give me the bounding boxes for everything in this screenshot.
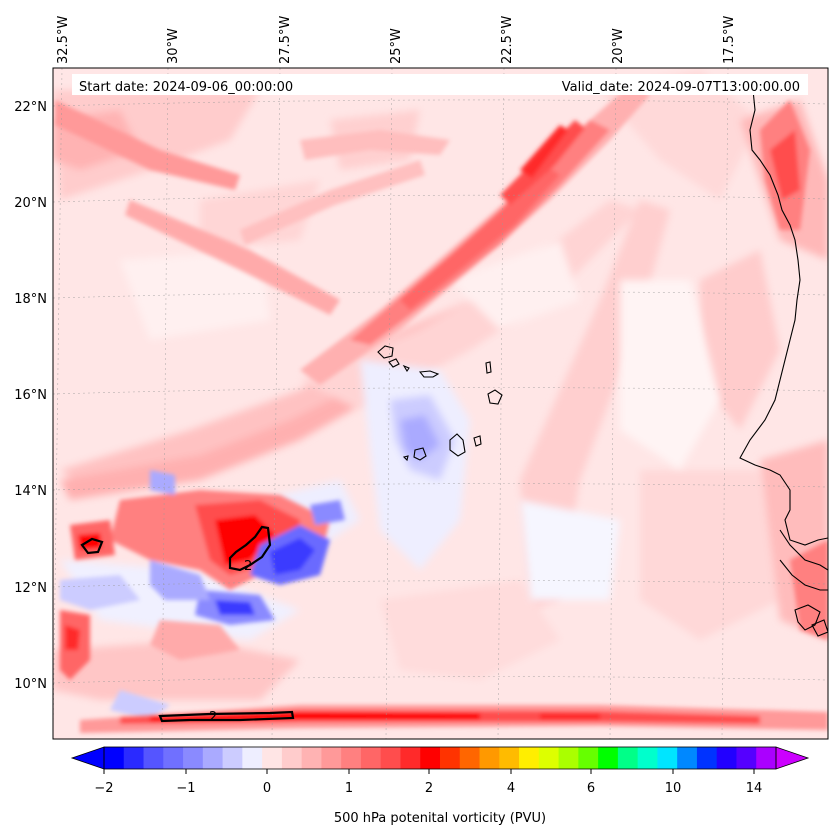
lat-label-16n: 16°N [14, 388, 47, 403]
colorbar-segment [242, 747, 263, 769]
lat-label-22n: 22°N [14, 100, 47, 115]
colorbar-segments [104, 747, 777, 769]
colorbar-segment [459, 747, 481, 769]
graticule [53, 68, 828, 739]
colorbar-tick-label: 14 [746, 781, 763, 796]
start-date-label: Start date: 2024-09-06_00:00:00 [79, 80, 293, 95]
map-frame [52, 67, 829, 740]
lon-label-20w: 20°W [611, 28, 626, 64]
colorbar-segment [163, 747, 184, 769]
colorbar-segment [578, 747, 599, 769]
lon-label-25w: 25°W [389, 28, 404, 64]
colorbar-tick-label: 6 [587, 781, 595, 796]
colorbar-tick-label: 4 [507, 781, 515, 796]
colorbar-under-triangle [70, 746, 105, 770]
lon-label-27-5w: 27.5°W [278, 16, 293, 64]
pv-contours [80, 525, 295, 723]
longitude-labels: 32.5°W 30°W 27.5°W 25°W 22.5°W 20°W 17.5… [56, 16, 737, 64]
colorbar-segment [479, 747, 500, 769]
pv-sw-disturbance [60, 470, 345, 720]
colorbar-tick-label: 1 [345, 781, 353, 796]
cape-verde-islands [377, 345, 503, 462]
pv-diagonal-streak [300, 85, 650, 385]
lat-label-14n: 14°N [14, 484, 47, 499]
colorbar-segment [637, 747, 659, 769]
map-panel: 2 2 Start date: 2024-09-06_00:00:00 Vali… [53, 68, 828, 739]
colorbar-segment [420, 747, 441, 769]
colorbar-segment [281, 747, 303, 769]
pv-north-streak [55, 100, 450, 315]
colorbar-segment [538, 747, 560, 769]
colorbar-segment [123, 747, 145, 769]
colorbar-segment [657, 747, 678, 769]
colorbar-segment [400, 747, 421, 769]
colorbar-segment [519, 747, 540, 769]
latitude-labels: 22°N 20°N 18°N 16°N 14°N 12°N 10°N [14, 100, 47, 692]
colorbar-segment [440, 747, 461, 769]
colorbar-segment [321, 747, 342, 769]
colorbar-ticks [103, 769, 755, 774]
coastline [739, 79, 828, 637]
colorbar-tick-label: 0 [263, 781, 271, 796]
colorbar-tick-labels: −2 −1 0 1 2 4 6 10 14 [94, 781, 762, 796]
colorbar-segment [696, 747, 718, 769]
colorbar-segment [341, 747, 362, 769]
valid-date-label: Valid_date: 2024-09-07T13:00:00.00 [562, 80, 800, 95]
contour-label-sw: 2 [244, 559, 252, 574]
contour-label-south: 2 [209, 710, 217, 725]
lat-label-10n: 10°N [14, 677, 47, 692]
colorbar-segment [222, 747, 243, 769]
colorbar-segment [756, 747, 777, 769]
colorbar-segment [380, 747, 402, 769]
date-info-box [72, 74, 808, 95]
lon-label-30w: 30°W [166, 28, 181, 64]
colorbar-segment [736, 747, 757, 769]
colorbar-segment [301, 747, 323, 769]
colorbar-tick-label: −1 [176, 781, 195, 796]
colorbar: −2 −1 0 1 2 4 6 10 14 500 hPa potenital … [70, 746, 810, 826]
lat-label-12n: 12°N [14, 581, 47, 596]
colorbar-segment [677, 747, 698, 769]
lon-label-22-5w: 22.5°W [500, 16, 515, 64]
colorbar-segment [558, 747, 579, 769]
lon-label-17-5w: 17.5°W [722, 16, 737, 64]
colorbar-segment [104, 747, 125, 769]
colorbar-title: 500 hPa potenital vorticity (PVU) [334, 811, 546, 826]
lat-label-20n: 20°N [14, 196, 47, 211]
colorbar-segment [183, 747, 204, 769]
colorbar-segment [360, 747, 382, 769]
colorbar-segment [499, 747, 520, 769]
lon-label-32-5w: 32.5°W [56, 16, 71, 64]
colorbar-segment [598, 747, 619, 769]
colorbar-segment [716, 747, 738, 769]
colorbar-tick-label: −2 [94, 781, 113, 796]
lat-label-18n: 18°N [14, 292, 47, 307]
colorbar-segment [262, 747, 283, 769]
colorbar-tick-label: 2 [425, 781, 433, 796]
colorbar-segment [202, 747, 224, 769]
colorbar-segment [617, 747, 639, 769]
colorbar-tick-label: 10 [665, 781, 682, 796]
colorbar-segment [143, 747, 164, 769]
colorbar-frame [103, 746, 777, 770]
colorbar-over-triangle [775, 746, 810, 770]
